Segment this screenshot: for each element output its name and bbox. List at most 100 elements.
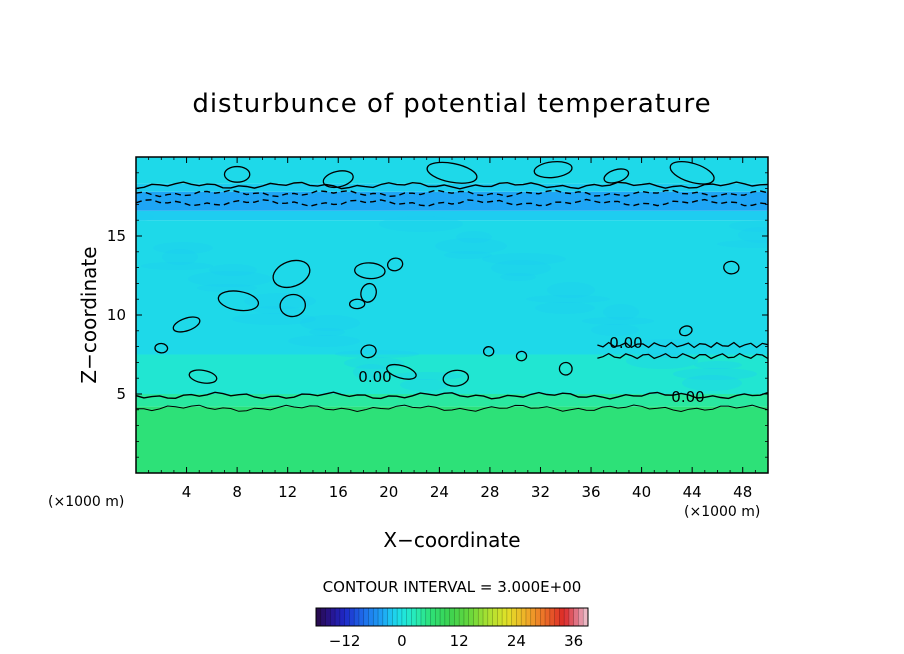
field-layer-7 [136,157,768,184]
contour-blob [426,161,478,184]
colorbar-cell [483,608,489,626]
field-patch [526,295,610,303]
colorbar-cell [349,608,355,626]
x-tick-label: 44 [683,483,702,501]
contour-line-2 [136,198,768,207]
x-axis: 4 8 12 16 20 24 28 32 36 40 44 48 [148,157,756,501]
field-patch [603,304,639,320]
x-tick-label: 12 [278,483,297,501]
x-axis-label: X−coordinate [383,528,520,552]
colorbar-cell [406,608,412,626]
y-tick-label: 15 [107,227,126,245]
chart-title: disturbunce of potential temperature [192,89,711,119]
field-patch [717,240,768,248]
contour-blob [386,363,417,380]
colorbar-cell [583,608,589,626]
field-patch [232,313,316,325]
contour-blob [172,316,201,333]
colorbar-cell [344,608,350,626]
colorbar-cell [373,608,379,626]
contour-blob [154,342,169,354]
colorbar-cell [559,608,565,626]
field-patch [391,372,463,380]
field-patch [141,262,213,270]
contour-label-0: 0.00 [609,334,642,352]
colorbar-tick-label: 0 [397,632,407,650]
colorbar-cell [335,608,341,626]
field-patch [153,242,213,254]
contour-line-1 [136,181,768,190]
colorbar-cell [454,608,460,626]
x-tick-label: 8 [232,483,242,501]
x-tick-label: 36 [581,483,600,501]
field-patch [244,293,316,309]
colorbar-cell [525,608,532,626]
colorbar-cell [411,608,417,626]
colorbar-cell [573,608,579,626]
colorbar-cell [440,608,446,626]
field-patch [694,361,742,369]
contour-blob [533,160,573,179]
field-layer-0 [136,406,768,473]
contour-blob [354,262,386,280]
field-layer-4 [136,210,768,221]
colorbar-cell [535,608,541,626]
contour-interval: CONTOUR INTERVAL = 3.000E+00 [323,578,582,596]
colorbar-cell [540,608,546,626]
colorbar-cell [363,608,369,626]
contour-blob [348,298,366,310]
colorbar-cell [416,608,422,626]
field-patch [682,375,742,391]
contour-line-3 [136,189,768,198]
field-patch [547,282,595,298]
colorbar-cell [463,608,470,626]
colorbar-cell [449,608,455,626]
contour-label-2: 0.00 [671,388,704,406]
contour-line-0 [136,391,768,400]
x-tick-label: 48 [733,483,752,501]
colorbar-cell [358,608,365,626]
field-patch [188,271,272,287]
field-patch [197,284,257,292]
colorbar-cell [392,608,398,626]
colorbar-cell [487,608,494,626]
contour-blob [360,282,377,303]
field-patch [309,328,345,336]
colorbar-cell [521,608,527,626]
field-patch [626,353,698,369]
colorbar-cell [502,608,508,626]
contour-blob [360,344,377,359]
colorbar-cell [330,608,336,626]
field-patch [582,317,654,325]
contour-blob [272,259,311,289]
contour-line-upper-zero-2 [597,352,768,360]
colorbar-tick-label: −12 [329,632,361,650]
colorbar-cell [368,608,374,626]
contour-blob [188,369,218,384]
colorbar-cell [492,608,498,626]
colorbar-cell [397,608,403,626]
field-layer-2 [136,354,768,394]
contour-blob [515,350,528,362]
colorbar-cell [478,608,484,626]
colorbar-cell [325,608,331,626]
field-patch [444,251,492,259]
field-patch [300,315,360,331]
field-patch [456,231,492,243]
colorbar-cell [387,608,393,626]
field-patch [738,227,768,243]
colorbar-cell [506,608,513,626]
field-patch [491,260,551,276]
colorbar-cell [401,608,408,626]
contour-blob [558,361,573,376]
y-axis: 5 10 15 [107,172,768,458]
field-patch [335,350,419,358]
x-tick-label: 40 [632,483,651,501]
contour-blob [386,257,404,272]
colorbar-cell [530,608,537,626]
field-patch [379,216,463,232]
colorbar-cell [545,608,551,626]
colorbar-cell [459,608,465,626]
field-patch [482,253,566,265]
